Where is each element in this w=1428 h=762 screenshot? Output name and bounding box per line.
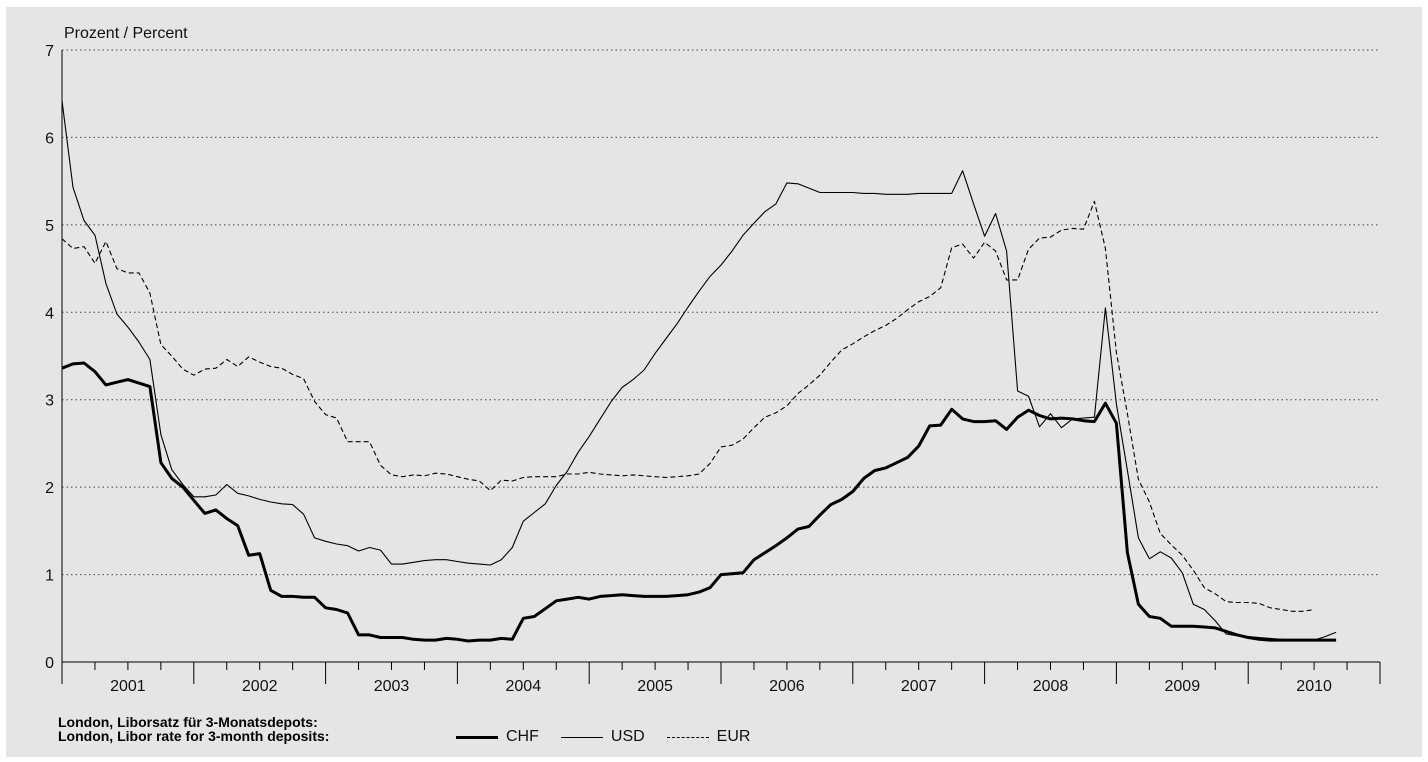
series-line-eur [61, 200, 1315, 612]
series-line-usd [61, 100, 1337, 641]
legend-swatch-eur [666, 736, 709, 738]
x-tick-label-2008: 2008 [1033, 678, 1069, 695]
axes: 0 1 2 3 4 5 6 7 2001 2002 2003 2004 2005 2006 2007 2008… [45, 43, 1381, 695]
x-tick-label-2001: 2001 [110, 678, 146, 695]
series-line-chf [61, 361, 1337, 643]
y-tick-label-4: 4 [45, 305, 54, 322]
legend-item-usd: USD [560, 728, 645, 746]
legend-item-eur: EUR [666, 728, 751, 746]
legend-swatch-usd [560, 736, 603, 738]
chart-panel [6, 7, 1422, 757]
y-tick-label-5: 5 [45, 218, 54, 235]
caption-line-english: London, Libor rate for 3-month deposits: [58, 728, 330, 744]
x-tick-label-2007: 2007 [901, 678, 937, 695]
x-tick-label-2002: 2002 [242, 678, 278, 695]
series-lines [61, 100, 1337, 643]
legend-label-usd: USD [610, 728, 645, 745]
x-tick-label-2006: 2006 [769, 678, 805, 695]
caption-line-german: London, Liborsatz für 3-Monatsdepots: [58, 714, 318, 730]
y-tick-label-7: 7 [45, 43, 54, 60]
x-tick-label-2005: 2005 [637, 678, 673, 695]
legend-label-eur: EUR [716, 728, 751, 745]
legend-caption: London, Liborsatz für 3-Monatsdepots: Lo… [58, 715, 329, 743]
legend: CHF USD EUR [456, 727, 772, 747]
y-tick-label-3: 3 [45, 393, 54, 410]
x-tick-label-2010: 2010 [1296, 678, 1332, 695]
gridlines [62, 49, 1380, 576]
y-tick-label-6: 6 [45, 130, 54, 147]
y-tick-label-0: 0 [45, 655, 54, 672]
x-tick-label-2009: 2009 [1165, 678, 1201, 695]
legend-item-chf: CHF [456, 728, 539, 746]
y-tick-label-1: 1 [45, 568, 54, 585]
legend-swatch-chf [456, 735, 498, 739]
y-tick-label-2: 2 [45, 480, 54, 497]
x-tick-label-2003: 2003 [374, 678, 410, 695]
x-tick-label-2004: 2004 [506, 678, 542, 695]
legend-label-chf: CHF [506, 728, 539, 745]
y-axis-unit-label: Prozent / Percent [64, 25, 188, 42]
